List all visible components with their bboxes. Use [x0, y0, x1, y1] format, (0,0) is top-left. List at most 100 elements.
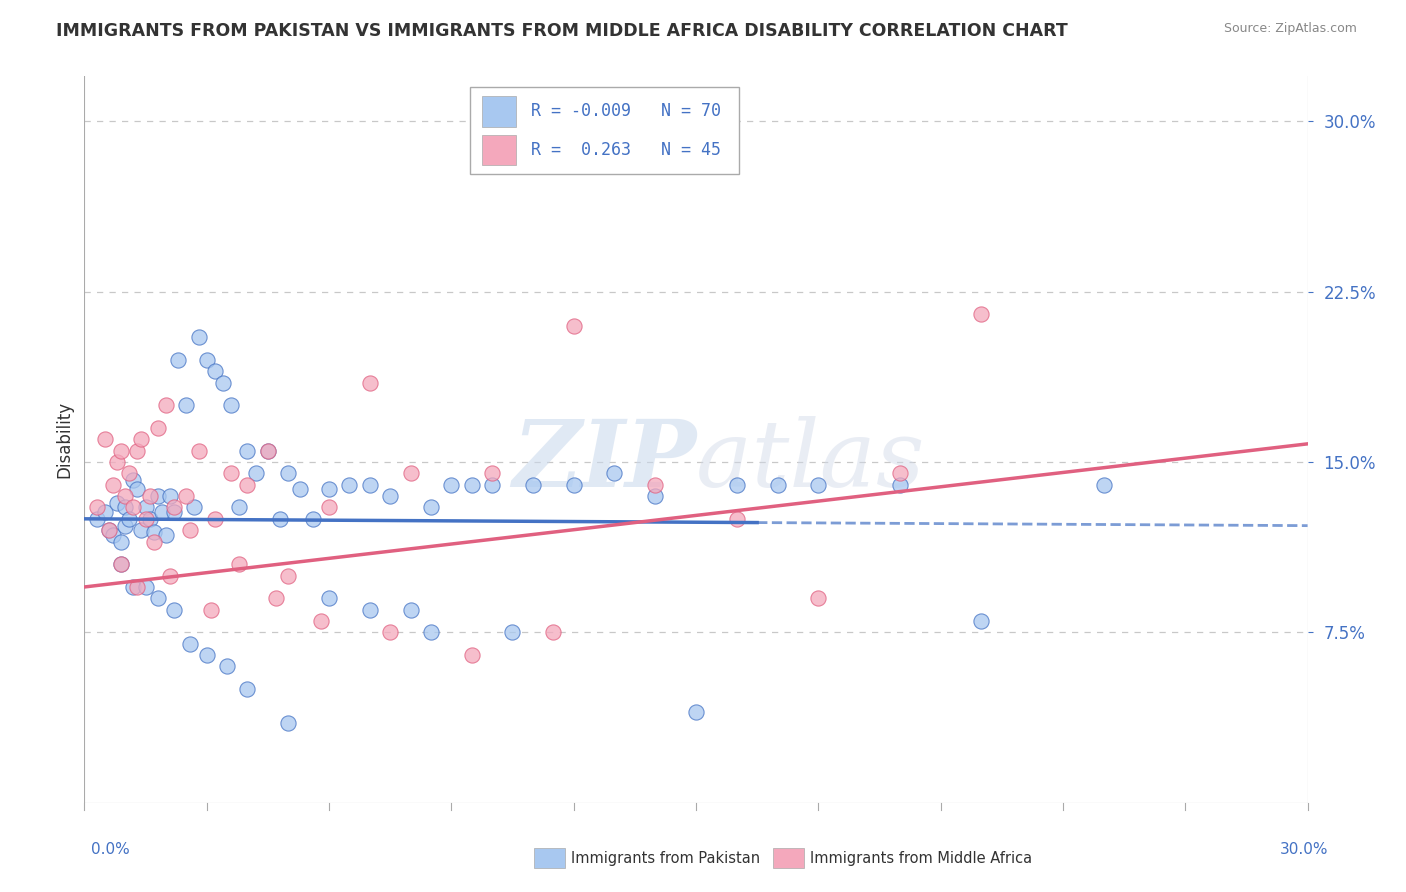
FancyBboxPatch shape [470, 87, 738, 174]
Point [264, 591, 287, 606]
Point [174, 398, 197, 412]
Point [142, 525, 165, 540]
Point [155, 527, 177, 541]
Point [461, 477, 484, 491]
Point [301, 512, 323, 526]
Point [399, 603, 422, 617]
Point [118, 467, 141, 481]
Point [159, 489, 181, 503]
Point [236, 443, 259, 458]
Point [159, 568, 181, 582]
Point [110, 558, 132, 572]
Point [644, 477, 666, 491]
Point [138, 512, 160, 526]
Text: ZIP: ZIP [512, 417, 696, 506]
Point [290, 483, 312, 497]
Point [318, 483, 340, 497]
Point [101, 477, 124, 491]
Point [135, 512, 157, 526]
Point [138, 489, 160, 503]
Point [183, 500, 205, 515]
Point [440, 477, 463, 491]
Point [217, 659, 239, 673]
Point [122, 500, 145, 515]
Point [163, 505, 186, 519]
Text: Immigrants from Middle Africa: Immigrants from Middle Africa [810, 851, 1032, 865]
Point [97, 523, 120, 537]
Text: R = -0.009   N = 70: R = -0.009 N = 70 [531, 103, 721, 120]
Point [127, 443, 149, 458]
Point [766, 477, 789, 491]
Point [562, 318, 585, 333]
Point [562, 477, 585, 491]
Point [110, 558, 132, 572]
Point [318, 591, 340, 606]
Text: Immigrants from Pakistan: Immigrants from Pakistan [571, 851, 761, 865]
Point [380, 625, 402, 640]
Text: Source: ZipAtlas.com: Source: ZipAtlas.com [1223, 22, 1357, 36]
Point [420, 500, 443, 515]
Point [725, 477, 748, 491]
Point [187, 443, 209, 458]
Point [970, 614, 993, 628]
Point [105, 496, 128, 510]
Point [150, 505, 173, 519]
Point [142, 534, 165, 549]
Point [179, 637, 201, 651]
Point [86, 512, 108, 526]
Point [461, 648, 484, 662]
Point [236, 682, 259, 697]
Point [110, 534, 132, 549]
Point [93, 432, 115, 446]
Point [135, 500, 157, 515]
Point [807, 477, 830, 491]
Point [204, 364, 226, 378]
Point [257, 443, 280, 458]
Point [502, 625, 524, 640]
Point [420, 625, 443, 640]
Point [318, 500, 340, 515]
Point [146, 591, 169, 606]
Point [236, 477, 259, 491]
Point [146, 489, 169, 503]
Point [204, 512, 226, 526]
Point [399, 467, 422, 481]
Point [277, 467, 299, 481]
Point [309, 614, 332, 628]
Point [228, 558, 250, 572]
Text: R =  0.263   N = 45: R = 0.263 N = 45 [531, 141, 721, 159]
Point [195, 648, 218, 662]
Point [543, 625, 565, 640]
Point [187, 330, 209, 344]
Point [174, 489, 197, 503]
Point [155, 398, 177, 412]
Point [685, 705, 707, 719]
Point [644, 489, 666, 503]
Point [269, 512, 291, 526]
Point [195, 352, 218, 367]
Point [603, 467, 626, 481]
Text: atlas: atlas [696, 417, 925, 506]
Text: 30.0%: 30.0% [1281, 842, 1329, 856]
Point [135, 580, 157, 594]
Point [167, 352, 190, 367]
Point [97, 523, 120, 537]
Point [127, 580, 149, 594]
Point [86, 500, 108, 515]
Point [127, 483, 149, 497]
Point [219, 398, 242, 412]
Point [122, 473, 145, 487]
Point [118, 512, 141, 526]
Point [228, 500, 250, 515]
Point [163, 500, 186, 515]
Point [212, 376, 235, 390]
Point [277, 716, 299, 731]
Point [889, 467, 911, 481]
Point [114, 518, 136, 533]
FancyBboxPatch shape [482, 96, 516, 127]
Point [163, 603, 186, 617]
Point [522, 477, 544, 491]
Point [131, 432, 153, 446]
Point [339, 477, 361, 491]
Point [257, 443, 280, 458]
